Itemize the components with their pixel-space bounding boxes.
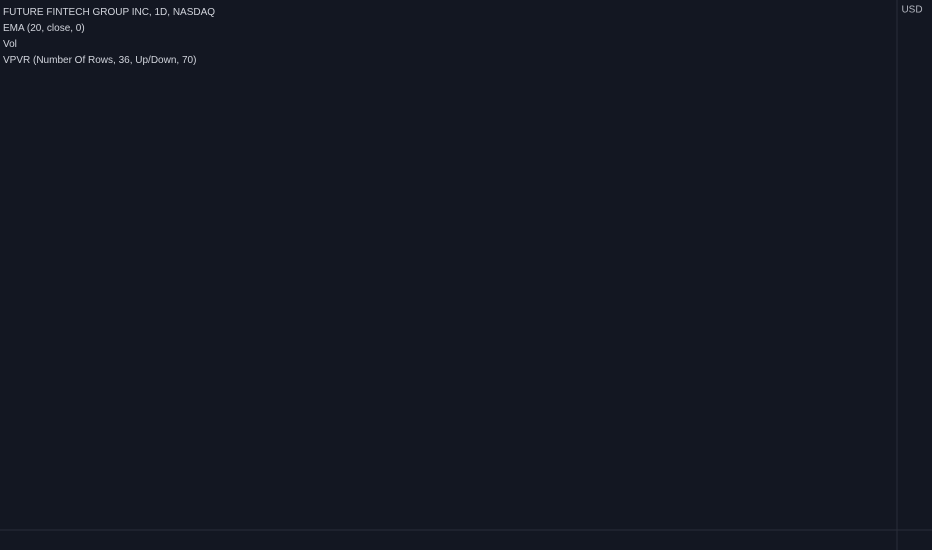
currency: USD	[901, 5, 922, 16]
legend: FUTURE FINTECH GROUP INC, 1D, NASDAQ EMA…	[3, 7, 215, 66]
indicator-label: EMA (20, close, 0)	[3, 23, 85, 34]
chart-title: FUTURE FINTECH GROUP INC, 1D, NASDAQ	[3, 7, 215, 18]
indicator-label: Vol	[3, 39, 17, 50]
indicator-label: VPVR (Number Of Rows, 36, Up/Down, 70)	[3, 55, 196, 66]
